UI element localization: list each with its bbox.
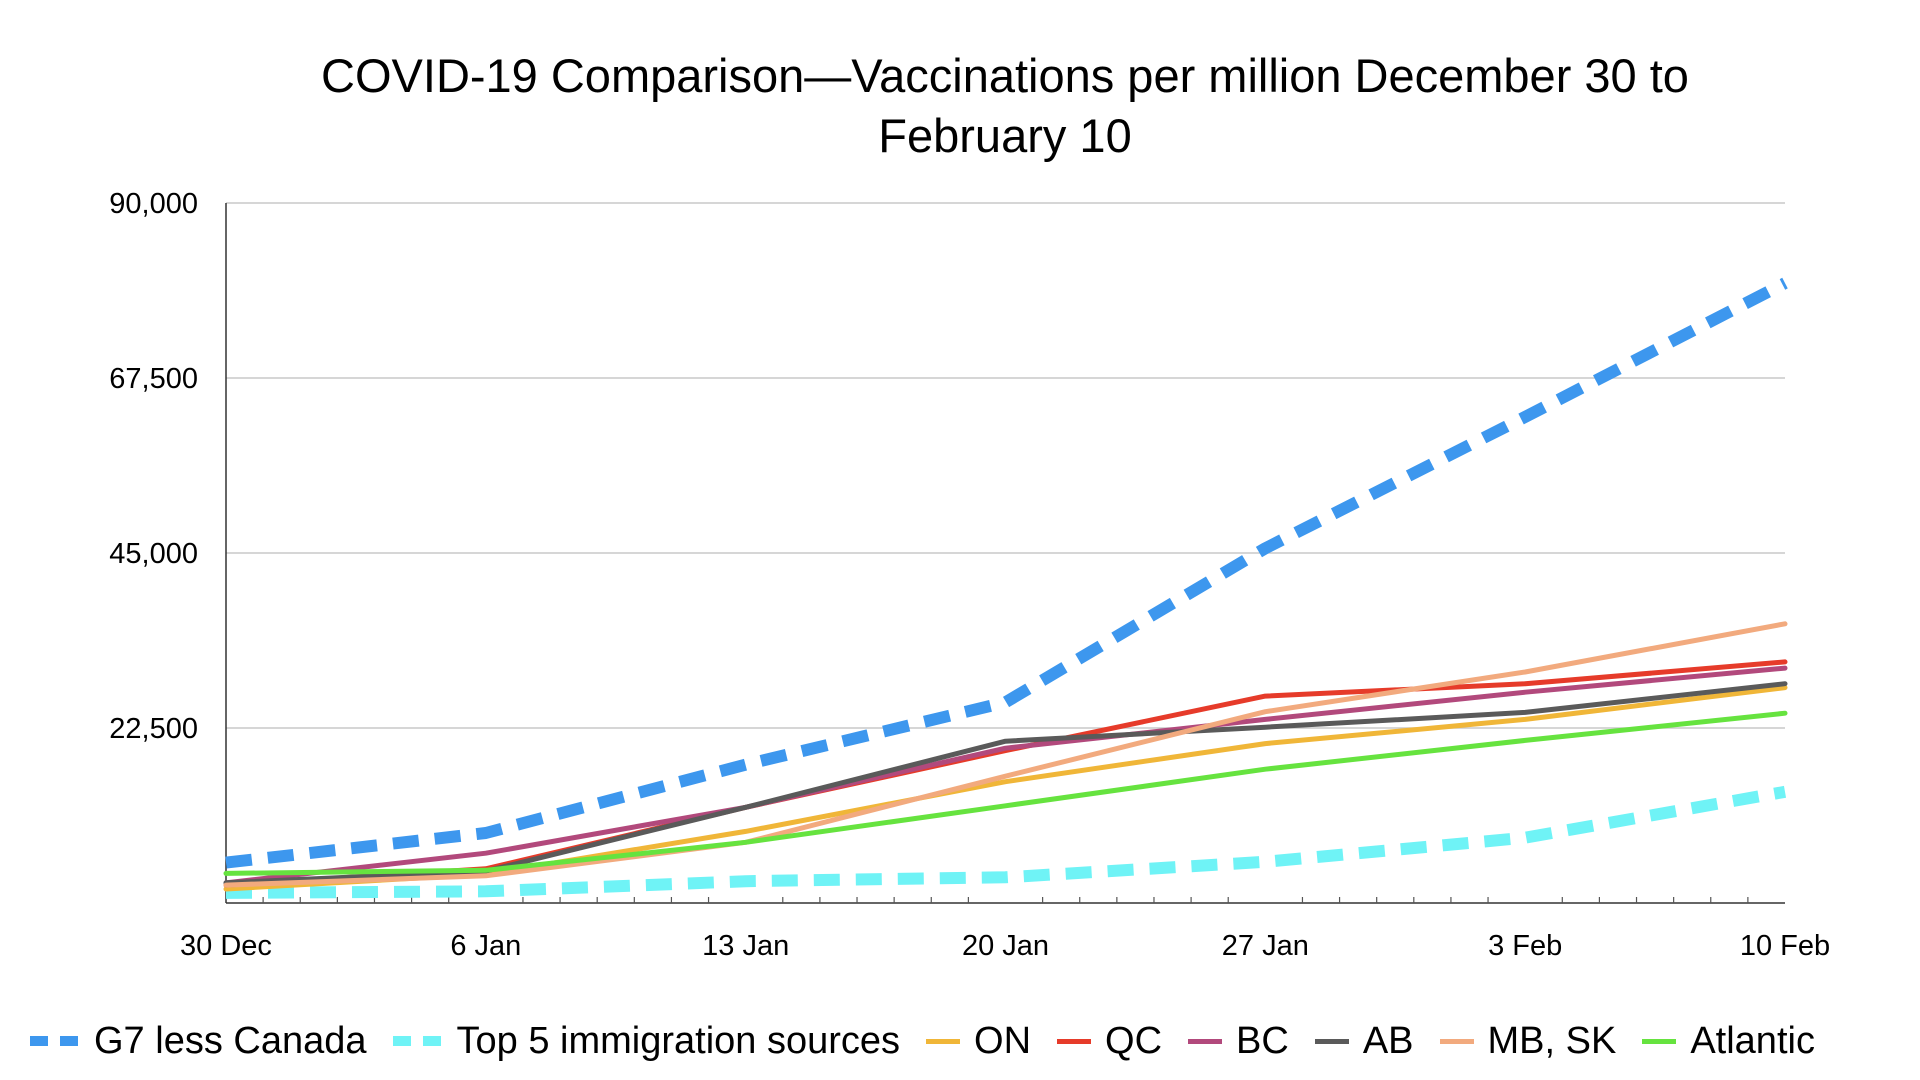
legend-item: QC: [1057, 1020, 1162, 1063]
legend-swatch: [1642, 1038, 1677, 1044]
legend-label: G7 less Canada: [94, 1019, 367, 1062]
legend-label: AB: [1362, 1019, 1414, 1062]
axes: [225, 203, 1785, 904]
legend-label: Top 5 immigration sources: [456, 1019, 901, 1062]
legend-swatch: [30, 1036, 80, 1046]
legend-swatch: [1188, 1038, 1223, 1044]
x-tick-label: 27 Jan: [1222, 930, 1309, 962]
legend-label: Atlantic: [1690, 1019, 1815, 1062]
series-line-on: [223, 685, 1788, 892]
y-tick-label: 45,000: [109, 538, 198, 570]
legend-item: G7 less Canada: [30, 1020, 367, 1063]
legend-label: BC: [1236, 1019, 1289, 1062]
x-tick-label: 30 Dec: [180, 930, 272, 962]
gridlines: [226, 202, 1785, 729]
series-line-bc: [223, 665, 1788, 886]
chart-title: COVID-19 Comparison—Vaccinations per mil…: [321, 49, 1689, 162]
legend-swatch: [926, 1038, 961, 1044]
legend-label: MB, SK: [1487, 1019, 1617, 1062]
x-tick-label: 10 Feb: [1740, 930, 1830, 962]
x-tick-label: 6 Jan: [450, 930, 521, 962]
x-tick-label: 13 Jan: [702, 930, 789, 962]
tick-labels: 22,500 45,000 67,500 90,000 30 Dec 6 Jan 13 Ja…: [109, 188, 1830, 962]
legend-swatch: [1057, 1038, 1092, 1044]
x-tick-label: 3 Feb: [1488, 930, 1562, 962]
series-line-atlantic: [223, 710, 1788, 876]
series-line-g7-less-canada: [225, 277, 1788, 869]
series-line-top-5-immigration-sources: [225, 785, 1787, 899]
legend-item: Atlantic: [1642, 1020, 1815, 1063]
legend-swatch: [1314, 1038, 1349, 1044]
legend-item: MB, SK: [1439, 1019, 1617, 1063]
legend-label: ON: [974, 1019, 1032, 1062]
legend-item: AB: [1314, 1019, 1414, 1063]
legend-swatch: [1439, 1038, 1474, 1044]
y-tick-label: 22,500: [109, 713, 198, 745]
legend-item: ON: [926, 1020, 1031, 1063]
legend: G7 less Canada Top 5 immigration sources O…: [30, 1016, 1910, 1066]
series-line-mb-sk: [223, 621, 1788, 888]
y-tick-label: 90,000: [109, 188, 198, 220]
x-tick-label: 20 Jan: [962, 930, 1049, 962]
y-tick-label: 67,500: [109, 363, 198, 395]
legend-swatch: [392, 1036, 443, 1046]
series-lines: [223, 277, 1788, 899]
legend-item: BC: [1188, 1020, 1289, 1063]
legend-item: Top 5 immigration sources: [392, 1019, 901, 1063]
legend-label: QC: [1105, 1019, 1163, 1062]
